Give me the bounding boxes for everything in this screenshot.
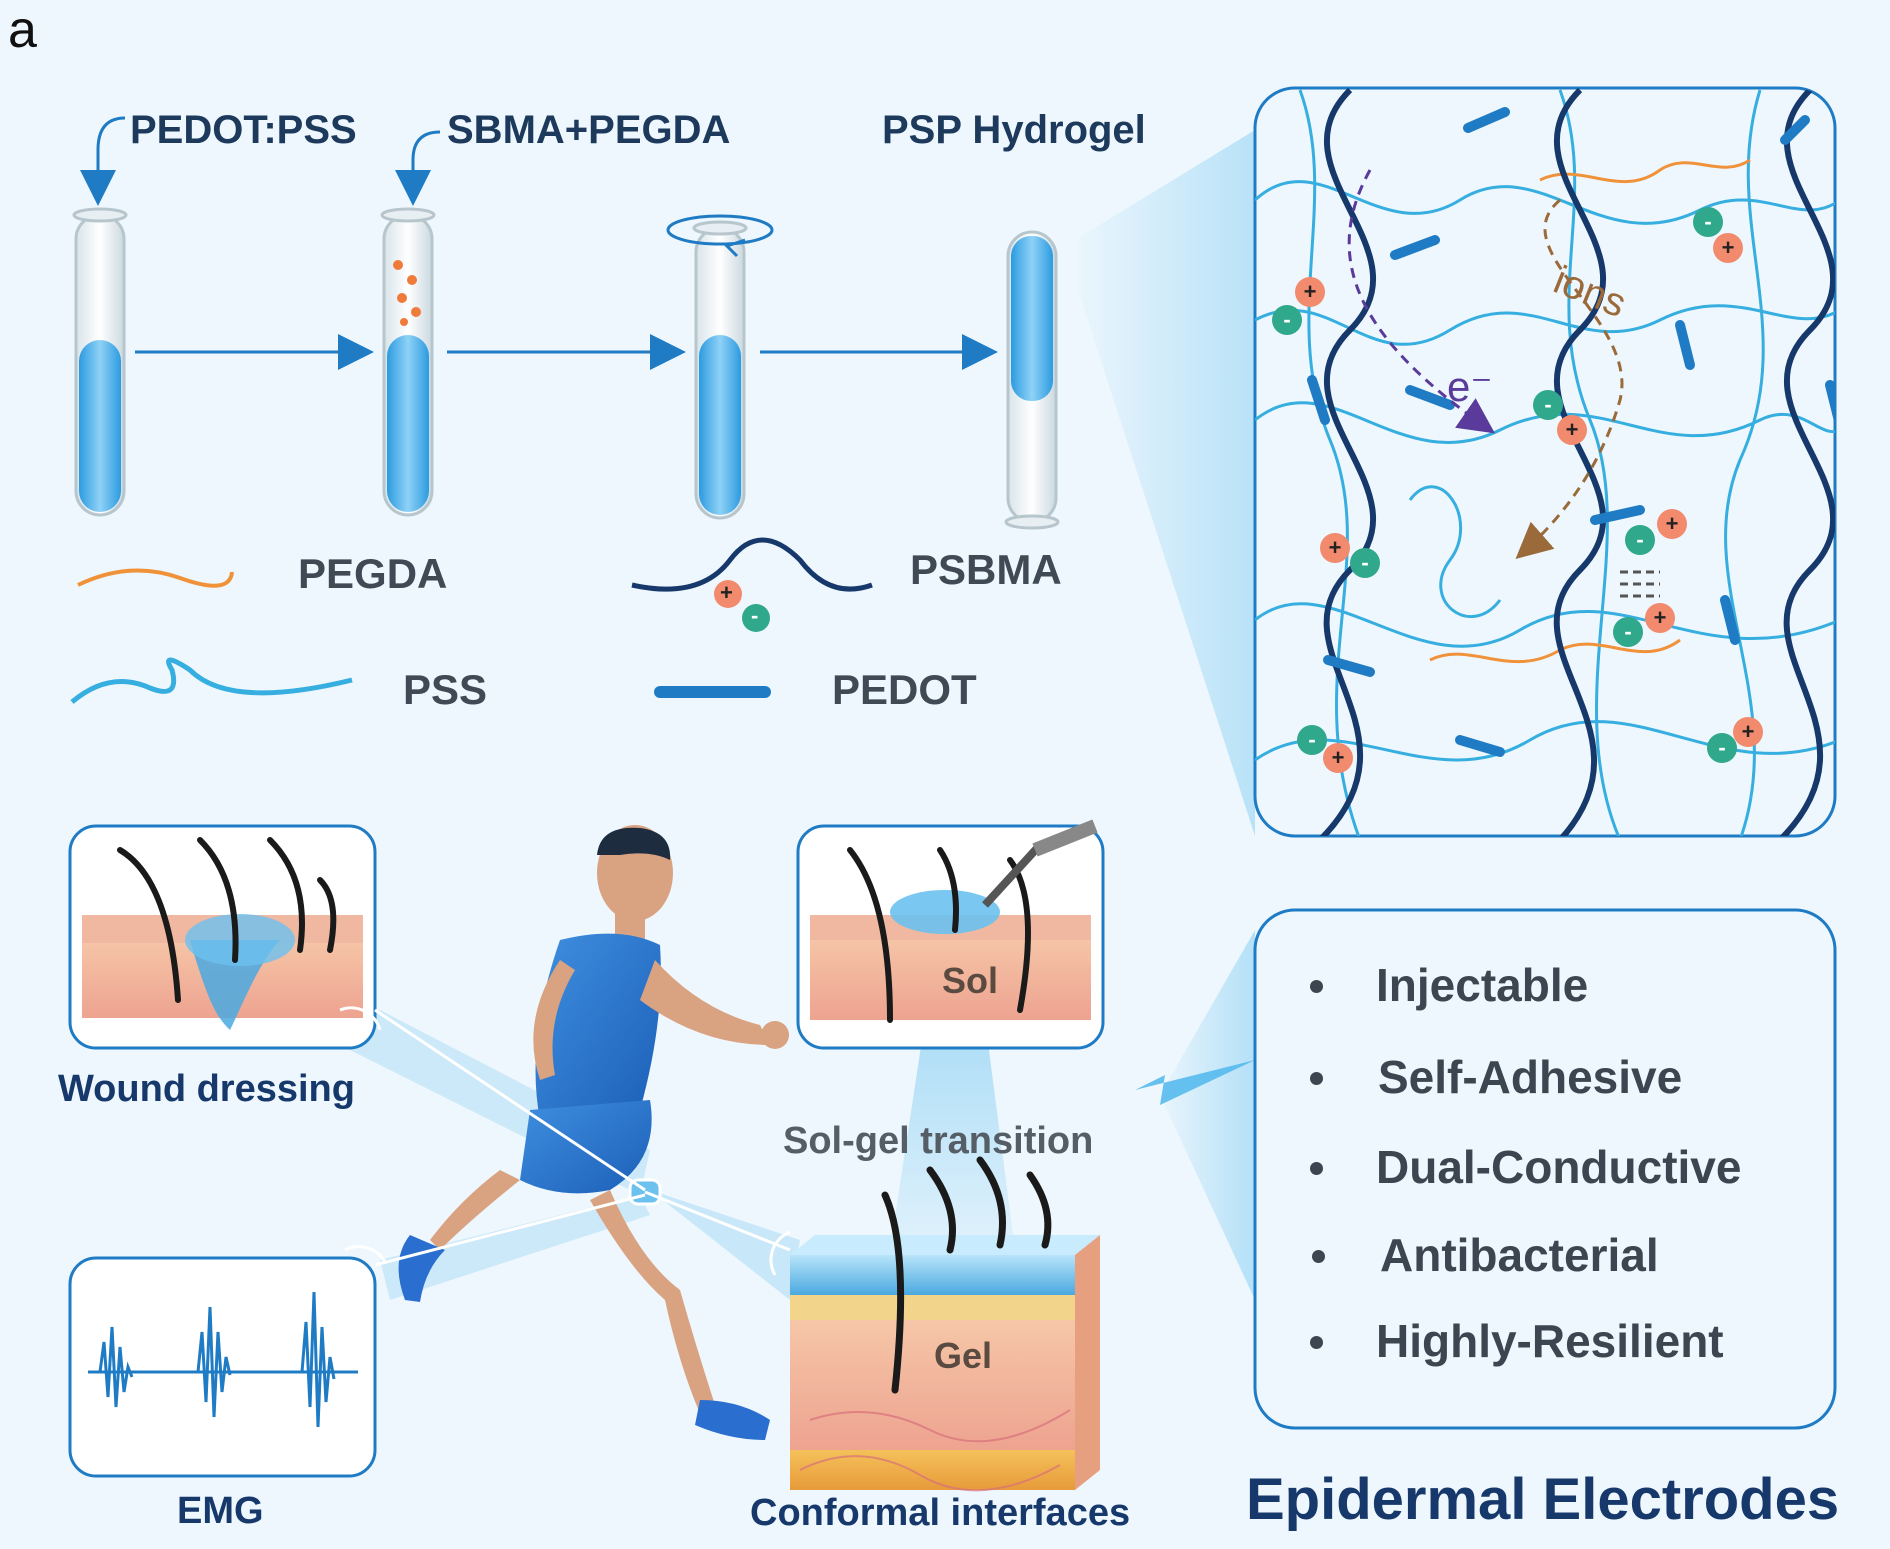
cation-circle: + xyxy=(1733,717,1763,747)
feature-beam xyxy=(1160,930,1255,1300)
legend-pedot-label: PEDOT xyxy=(832,666,977,713)
network-panel xyxy=(1253,86,1837,838)
cation-circle: + xyxy=(1295,277,1325,307)
wound-dressing-card xyxy=(68,824,377,1050)
label-sbma-pegda: SBMA+PEGDA xyxy=(447,108,731,152)
zoom-beam xyxy=(1078,130,1255,836)
wound-dressing-caption: Wound dressing xyxy=(58,1068,355,1110)
legend-pegda-line xyxy=(77,568,234,588)
feature-bullet xyxy=(1310,1162,1323,1175)
legend-cation-sign: + xyxy=(720,580,733,605)
legend-pegda-label: PEGDA xyxy=(298,550,448,597)
runner-figure xyxy=(398,825,789,1440)
label-psp-hydrogel: PSP Hydrogel xyxy=(882,108,1146,152)
gel-label: Gel xyxy=(934,1335,993,1376)
feature-highly-resilient: Highly-Resilient xyxy=(1376,1315,1724,1367)
psbma-backbones xyxy=(1317,88,1835,836)
sol-gel-transition-label: Sol-gel transition xyxy=(783,1120,1094,1162)
test-tube-2 xyxy=(380,207,436,517)
anion-circle: - xyxy=(1693,207,1723,237)
test-tube-4-inverted xyxy=(1004,230,1060,530)
feature-bullet xyxy=(1310,1336,1323,1349)
feature-injectable: Injectable xyxy=(1376,959,1589,1011)
cation-circle: + xyxy=(1645,603,1675,633)
label-pedot-pss: PEDOT:PSS xyxy=(130,108,357,152)
emg-beam xyxy=(380,1195,650,1300)
panel-label: a xyxy=(8,1,37,59)
anion-circle: - xyxy=(1297,725,1327,755)
cation-circle: + xyxy=(1557,415,1587,445)
legend-anion xyxy=(742,604,770,632)
emg-card xyxy=(68,1256,377,1478)
runner-shorts xyxy=(520,1100,652,1194)
sol-to-gel-beam xyxy=(890,1020,1015,1250)
feature-self-adhesive: Self-Adhesive xyxy=(1378,1051,1683,1103)
anion-circle: - xyxy=(1707,733,1737,763)
stirring-arrow-icon xyxy=(666,214,774,246)
legend-cation xyxy=(714,580,742,608)
feature-antibacterial: Antibacterial xyxy=(1380,1229,1659,1281)
emg-signal xyxy=(98,1291,336,1428)
cation-circle: + xyxy=(1657,509,1687,539)
syringe-icon xyxy=(982,819,1098,908)
sol-label: Sol xyxy=(942,960,999,1001)
sol-card xyxy=(796,819,1105,1050)
pedot-pss-arrow xyxy=(80,116,126,206)
feature-dual-conductive: Dual-Conductive xyxy=(1376,1141,1742,1193)
features-panel xyxy=(1253,908,1837,1430)
monomer-drops-icon xyxy=(393,260,421,326)
anion-circle: - xyxy=(1613,617,1643,647)
test-tube-1 xyxy=(72,207,128,517)
cation-circle: + xyxy=(1323,743,1353,773)
legend-pss-line xyxy=(70,657,353,704)
runner-shirt xyxy=(535,933,661,1120)
feature-bullet xyxy=(1310,980,1323,993)
electron-label: e⁻ xyxy=(1447,363,1493,410)
ion-path-arrow xyxy=(1515,198,1624,559)
legend-psbma-label: PSBMA xyxy=(910,546,1062,593)
conformal-beam xyxy=(650,1190,800,1300)
sbma-pegda-arrow xyxy=(395,130,441,206)
conformal-interfaces-caption: Conformal interfaces xyxy=(750,1492,1131,1534)
anion-circle: - xyxy=(1625,525,1655,555)
legend-pss-label: PSS xyxy=(403,666,488,713)
test-tube-3 xyxy=(666,214,774,520)
legend-anion-sign: - xyxy=(751,603,759,628)
anion-circle: - xyxy=(1350,548,1380,578)
epidermal-electrodes-title: Epidermal Electrodes xyxy=(1246,1467,1840,1532)
connector-lines xyxy=(339,1006,791,1276)
gel-skin-block xyxy=(790,1156,1100,1492)
cation-circle: + xyxy=(1320,533,1350,563)
cation-circle: + xyxy=(1713,233,1743,263)
legend-psbma-line xyxy=(631,537,873,592)
electron-path-arrow xyxy=(1347,169,1495,434)
pedot-segments xyxy=(1307,107,1835,757)
emg-caption: EMG xyxy=(177,1490,264,1532)
anion-circle: - xyxy=(1272,305,1302,335)
feature-bullet xyxy=(1310,1072,1323,1085)
ion-pair-interaction xyxy=(1620,570,1660,598)
feature-bullet xyxy=(1312,1250,1325,1263)
anion-circle: - xyxy=(1533,390,1563,420)
features-pointer-arrow xyxy=(1135,1060,1255,1105)
